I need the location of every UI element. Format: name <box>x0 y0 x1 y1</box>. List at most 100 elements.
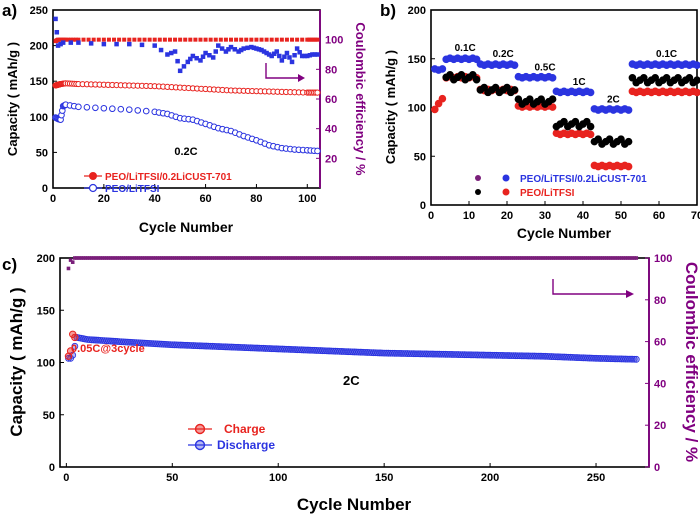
y2-tick-label: 80 <box>325 64 337 76</box>
ce-point-purple <box>458 256 463 260</box>
x-tick-label: 0 <box>428 210 434 222</box>
ce-point-red <box>234 37 239 42</box>
ce-point-purple <box>587 256 592 260</box>
ce-point-red <box>101 37 106 42</box>
ce-point-purple <box>193 256 198 260</box>
x-tick-label: 60 <box>199 193 211 205</box>
ce-point-purple <box>562 256 567 260</box>
ce-point-purple <box>210 256 215 260</box>
ce-point-purple <box>369 256 374 260</box>
ce-point-purple <box>335 256 340 260</box>
ce-point-purple <box>630 256 634 260</box>
ce-point-purple <box>575 256 579 260</box>
ce-point-purple <box>418 256 422 260</box>
rate-point-black <box>480 83 489 92</box>
ce-point-purple <box>577 256 581 260</box>
x-tick-label: 20 <box>501 210 513 222</box>
ce-point-purple <box>312 256 317 260</box>
rate-point-black <box>640 73 648 82</box>
ce-point-purple <box>178 256 183 260</box>
ce-point-blue <box>190 53 196 59</box>
ce-point-purple <box>123 256 128 260</box>
ce-point-purple <box>130 256 134 260</box>
rate-point-black <box>514 95 523 104</box>
rate-label: 0.2C <box>493 49 514 60</box>
ce-point-blue <box>236 49 241 54</box>
ce-point-purple <box>507 256 511 260</box>
ce-point-purple <box>234 256 238 260</box>
ce-point-blue <box>310 52 315 57</box>
ce-point-purple <box>477 256 482 260</box>
panel-a-label: a) <box>2 1 17 20</box>
ce-point-red <box>309 37 314 42</box>
ce-point-purple <box>503 256 507 260</box>
ce-point-purple <box>287 256 291 260</box>
ce-point-purple <box>172 256 177 260</box>
rate-point-black <box>583 117 591 126</box>
rate-point-black <box>510 86 519 94</box>
ce-point-purple <box>159 256 164 260</box>
ce-point-blue <box>114 41 119 47</box>
ce-point-purple <box>195 256 200 260</box>
rate-point-black <box>469 71 477 79</box>
ce-point-purple <box>200 256 204 260</box>
ce-point-purple <box>553 256 558 260</box>
ce-point-purple <box>263 256 268 260</box>
ce-point-blue <box>181 64 187 69</box>
ce-point-purple <box>113 256 117 260</box>
ce-point-purple <box>297 256 302 260</box>
ce-point-purple <box>363 256 367 260</box>
ce-point-purple <box>238 256 242 260</box>
ce-point-red <box>295 37 300 42</box>
x-tick-label: 0 <box>63 472 69 484</box>
panel-b: b) 0 10 20 30 40 50 60 70 0 50 100 150 200 0.1C 0.2C… <box>380 1 700 241</box>
panel-c-y2-ticks: 0 20 40 60 80 100 <box>645 253 672 474</box>
ce-point-purple <box>420 256 425 260</box>
ce-point-blue <box>226 47 231 52</box>
legend-dot-blue <box>502 174 510 182</box>
ce-point-purple <box>388 256 393 260</box>
ce-point-purple <box>615 256 620 260</box>
ce-point-purple <box>473 256 478 260</box>
ce-point-purple <box>492 256 497 260</box>
panel-b-x-axis-label: Cycle Number <box>517 225 612 241</box>
ce-point-purple <box>81 256 86 260</box>
rate-point-black <box>617 135 625 143</box>
panel-c-x-axis-label: Cycle Number <box>297 495 412 514</box>
ce-point-blue <box>282 54 287 59</box>
rate-point-blue <box>693 61 700 69</box>
ce-point-purple <box>68 258 73 262</box>
ce-point-blue <box>271 51 277 57</box>
ce-point-purple <box>100 256 105 260</box>
ce-point-blue <box>200 54 206 59</box>
ce-point-red <box>300 37 305 42</box>
ce-point-purple <box>405 256 410 260</box>
ce-point-purple <box>174 256 179 260</box>
ce-point-purple <box>424 256 429 260</box>
rate-point-black <box>446 71 454 79</box>
rate-point-blue <box>438 65 447 73</box>
ce-point-purple <box>244 256 249 260</box>
panel-a-y-ticks: 0 50 100 150 200 250 <box>30 5 57 195</box>
ce-point-red <box>183 37 188 42</box>
ce-point-purple <box>475 256 480 260</box>
ce-point-purple <box>140 256 145 260</box>
ce-point-purple <box>183 256 187 260</box>
ce-point-red <box>127 37 132 42</box>
ce-point-blue <box>60 40 66 45</box>
ce-point-purple <box>392 256 397 260</box>
ce-point-purple <box>606 256 611 260</box>
ce-point-purple <box>532 256 537 260</box>
y-tick-label: 100 <box>408 103 426 115</box>
panel-c-legend-item-discharge: Discharge <box>217 438 275 452</box>
ce-point-purple <box>75 256 79 260</box>
ce-point-purple <box>378 256 382 260</box>
ce-point-blue <box>284 50 290 56</box>
y-tick-label: 100 <box>30 112 48 124</box>
ce-point-blue <box>210 55 216 60</box>
ce-point-red <box>229 37 233 42</box>
ce-point-purple <box>236 256 240 260</box>
y-tick-label: 50 <box>36 147 48 159</box>
ce-point-purple <box>543 256 547 260</box>
